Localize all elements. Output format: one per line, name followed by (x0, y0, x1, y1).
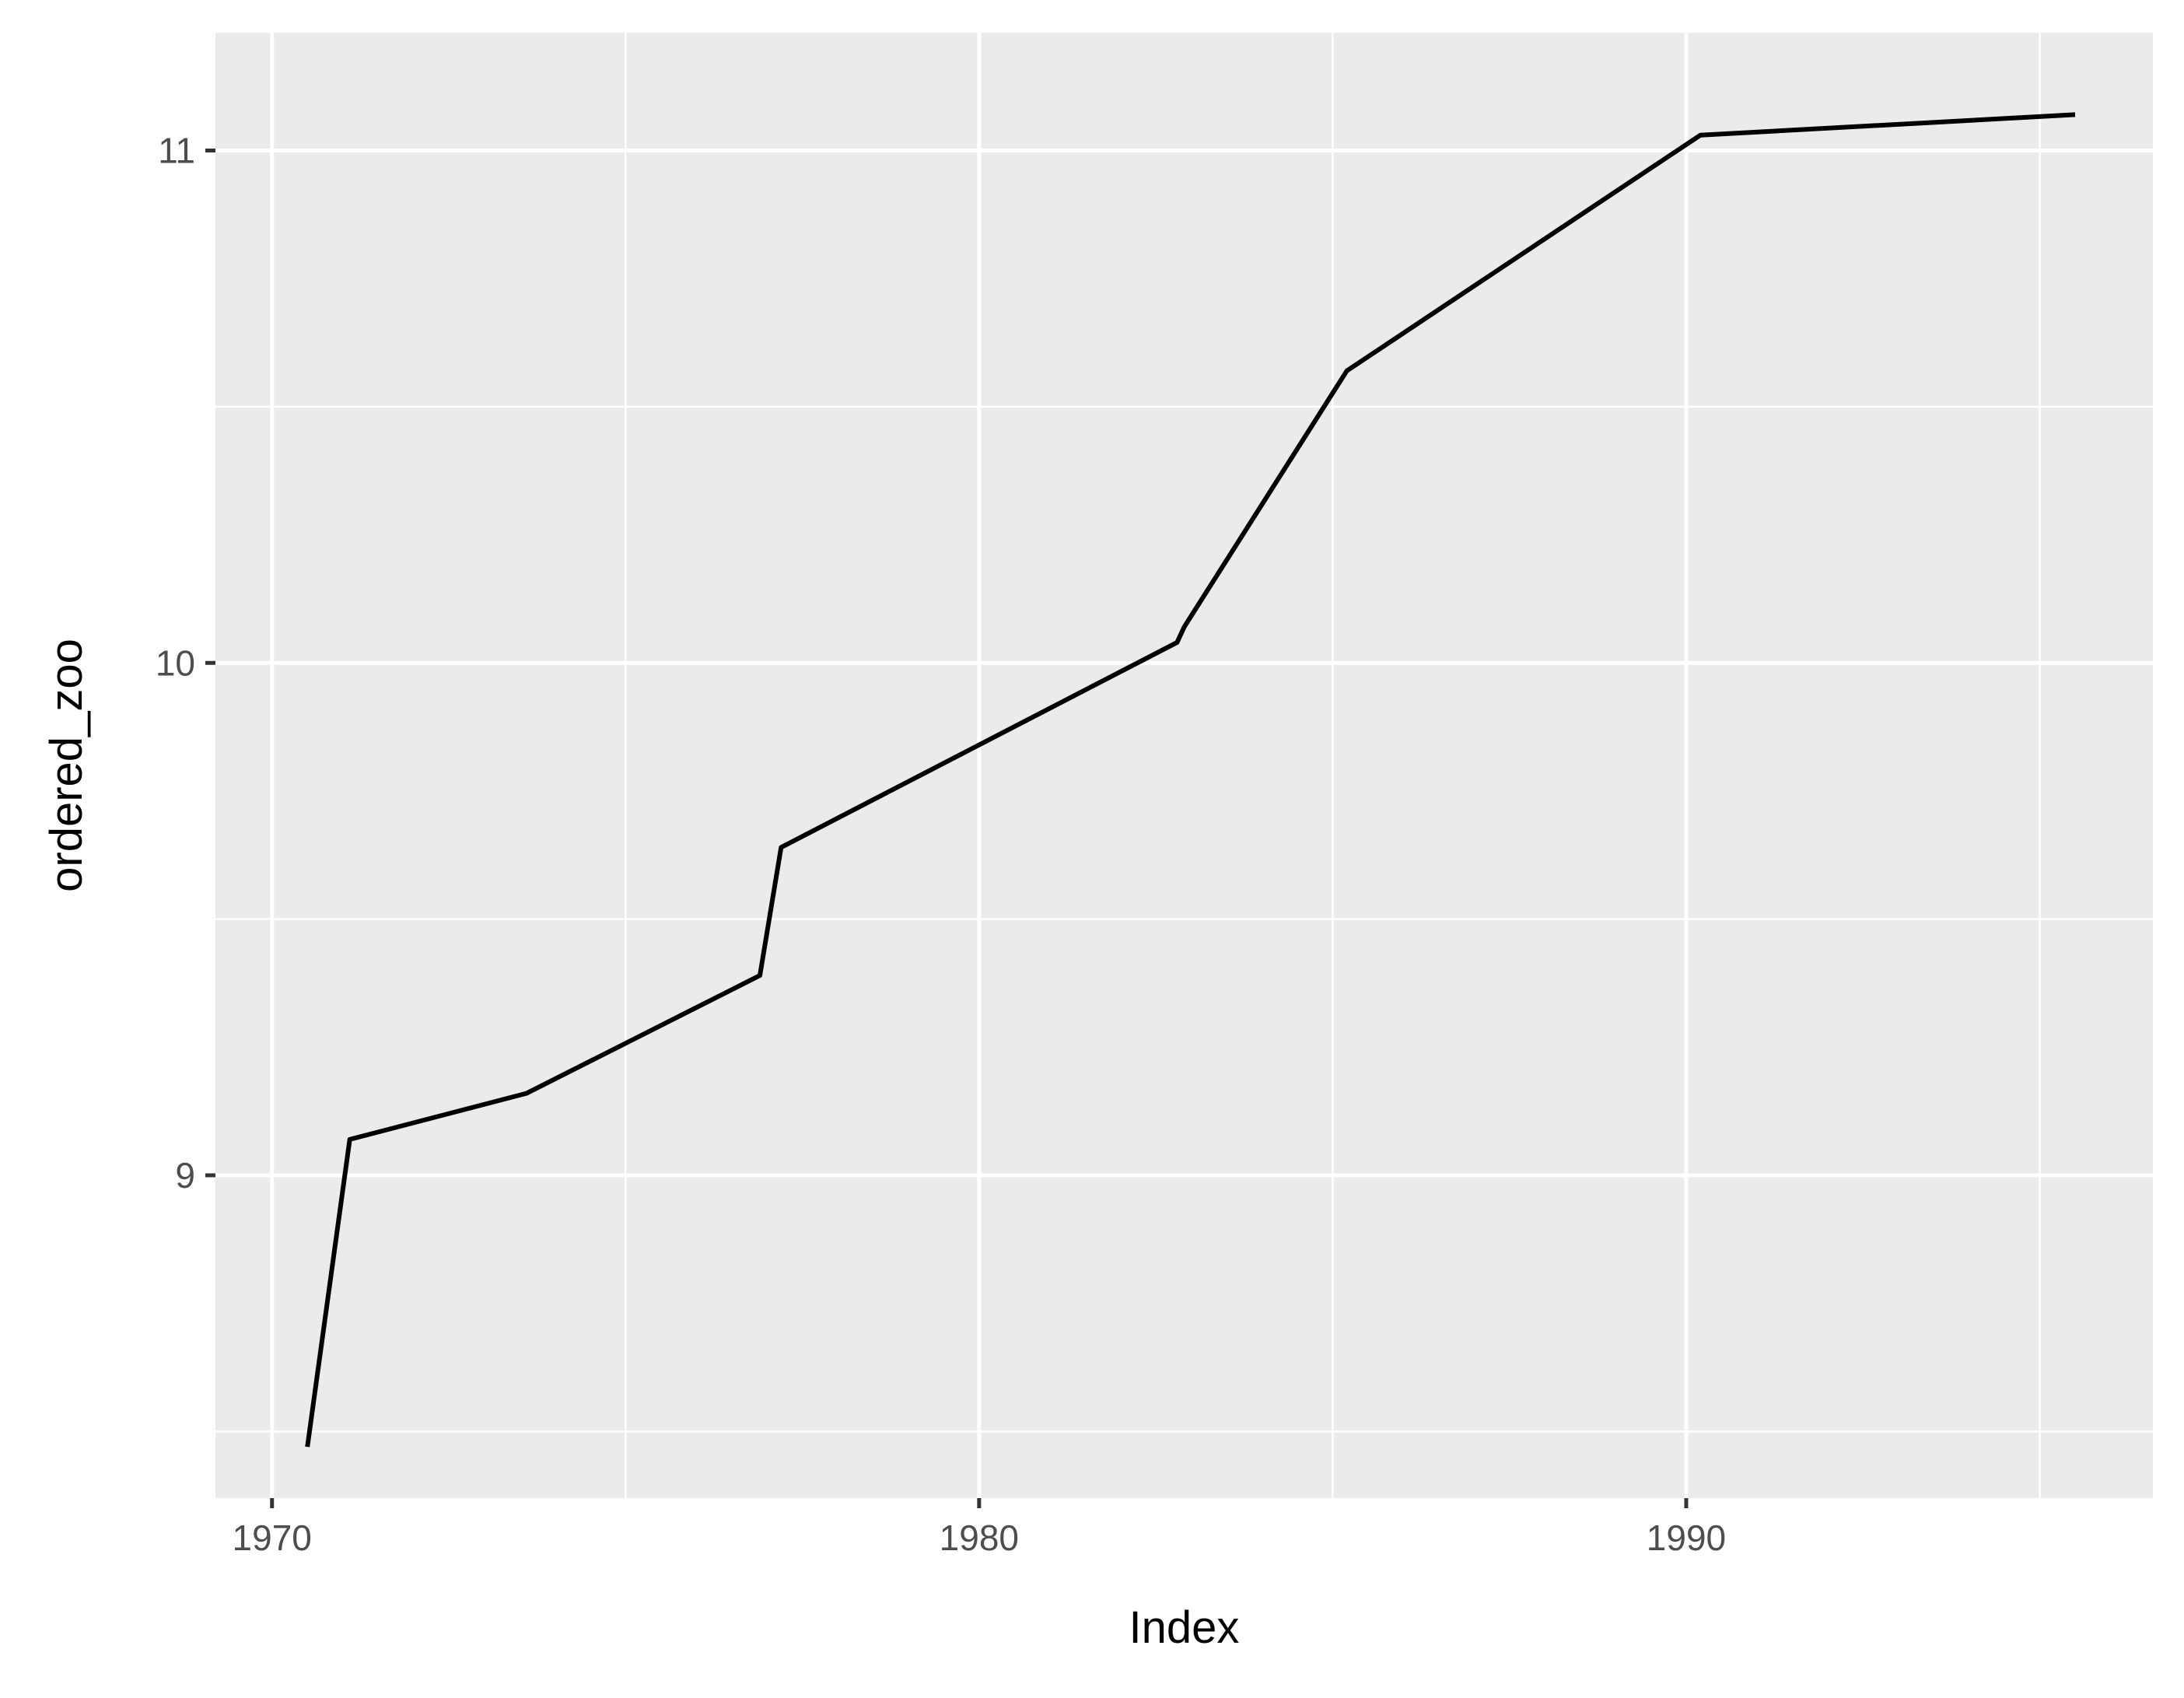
y-tick-label: 11 (158, 131, 195, 171)
y-tick-label: 10 (156, 642, 195, 683)
x-tick-label: 1990 (1647, 1518, 1726, 1558)
minor-gridlines (215, 33, 2153, 1498)
major-gridlines (215, 33, 2153, 1498)
x-axis-title: Index (1129, 1602, 1240, 1653)
x-axis: 1970 1980 1990 (233, 1498, 1726, 1558)
y-tick-label: 9 (175, 1155, 195, 1196)
x-tick-label: 1980 (940, 1518, 1019, 1558)
series-line (305, 112, 2076, 1448)
x-tick-label: 1970 (233, 1518, 312, 1558)
plot-panel (215, 33, 2153, 1498)
y-axis-title: ordered_zoo (41, 639, 92, 892)
y-axis: 9 10 11 (156, 131, 215, 1196)
